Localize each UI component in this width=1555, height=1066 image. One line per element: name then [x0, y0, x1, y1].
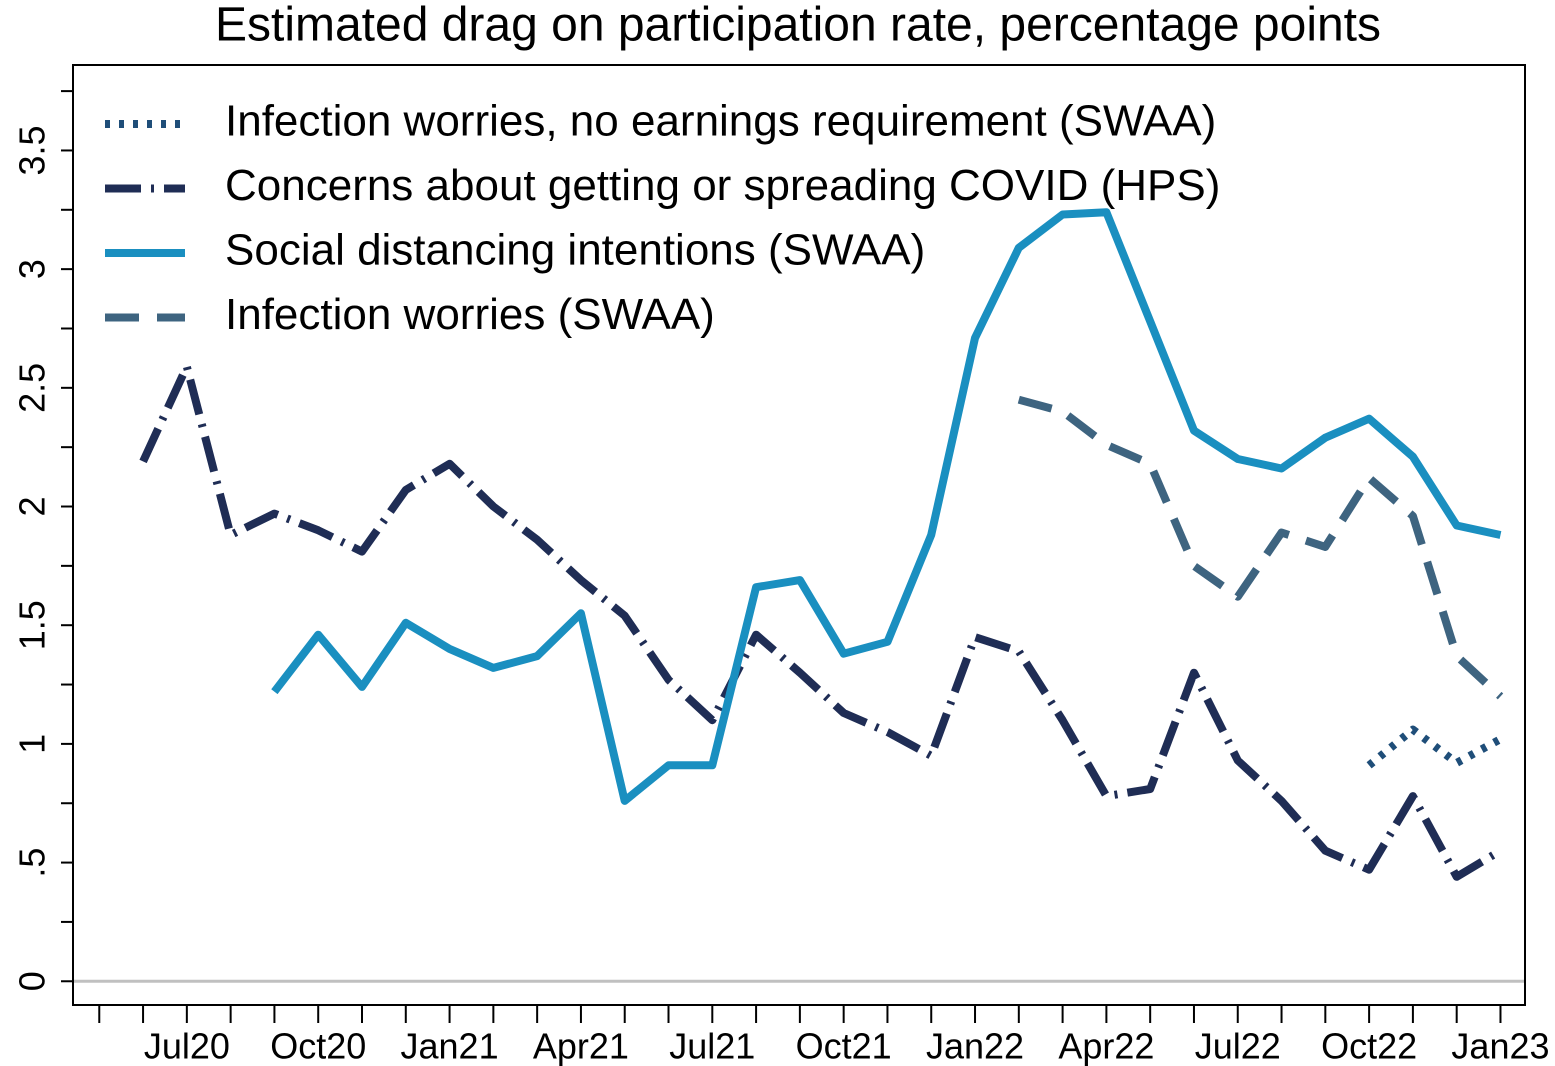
x-tick-label: Jul20	[144, 1026, 230, 1066]
x-tick-label: Jul21	[669, 1026, 755, 1066]
x-tick-label: Oct20	[270, 1026, 366, 1066]
x-tick-label: Apr22	[1058, 1026, 1154, 1066]
series-line	[139, 362, 1503, 881]
legend-label: Infection worries, no earnings requireme…	[225, 97, 1216, 146]
series-line	[271, 208, 1502, 805]
y-tick-label: 3	[12, 259, 53, 279]
x-tick-label: Oct22	[1321, 1026, 1417, 1066]
x-tick-label: Jan21	[401, 1026, 499, 1066]
y-tick-label: 2	[12, 496, 53, 516]
x-tick-label: Oct21	[796, 1026, 892, 1066]
x-tick-label: Jul22	[1195, 1026, 1281, 1066]
legend-label: Concerns about getting or spreading COVI…	[225, 161, 1220, 210]
chart-title: Estimated drag on participation rate, pe…	[215, 0, 1381, 52]
y-tick-label: .5	[12, 848, 53, 878]
series-line	[1366, 725, 1503, 769]
y-tick-label: 1	[12, 734, 53, 754]
y-tick-label: 0	[12, 971, 53, 991]
legend-label: Social distancing intentions (SWAA)	[225, 226, 925, 275]
legend-label: Infection worries (SWAA)	[225, 290, 715, 339]
y-tick-label: 2.5	[12, 363, 53, 413]
series-line	[1017, 395, 1504, 700]
x-tick-label: Jan22	[926, 1026, 1024, 1066]
y-tick-label: 1.5	[12, 600, 53, 650]
x-tick-label: Apr21	[533, 1026, 629, 1066]
x-tick-label: Jan23	[1451, 1026, 1549, 1066]
y-tick-label: 3.5	[12, 125, 53, 175]
